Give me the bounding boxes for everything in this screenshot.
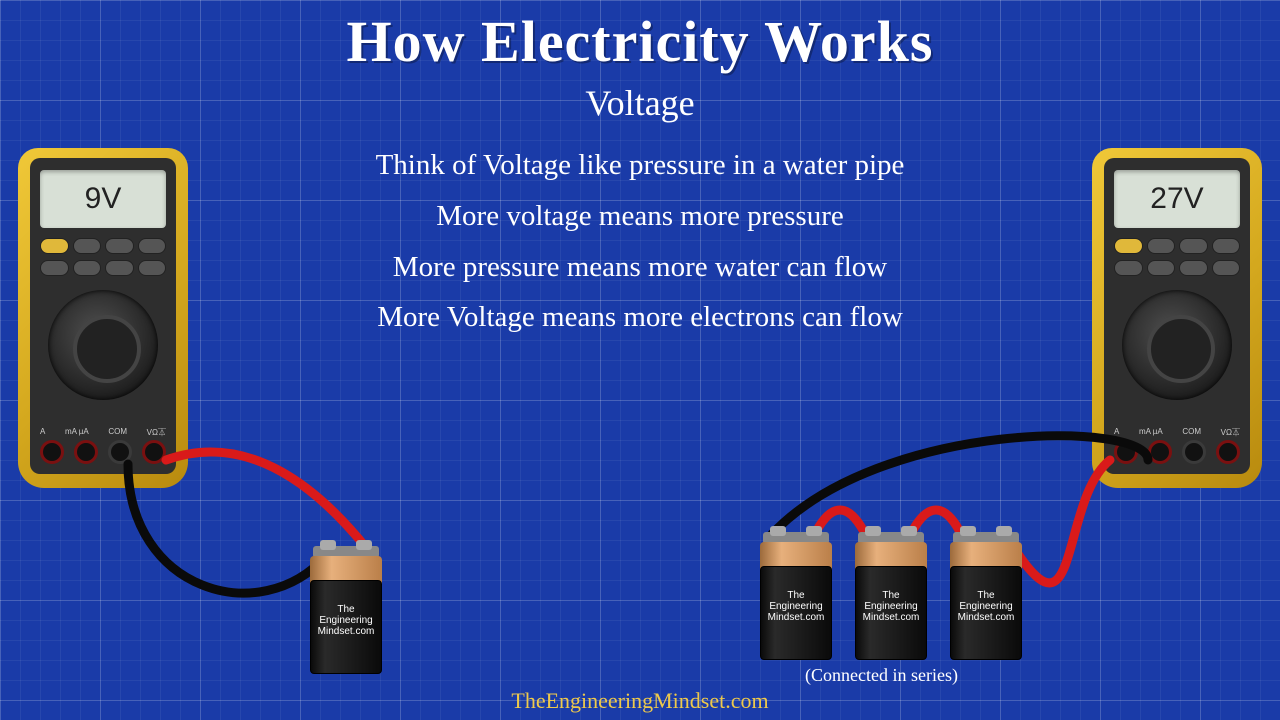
port-volt [1216,440,1240,464]
battery-9v: The Engineering Mindset.com [950,532,1022,660]
meter-button [40,238,69,254]
meter-button [1179,238,1208,254]
battery-9v: The Engineering Mindset.com [310,546,382,674]
battery-label: The Engineering Mindset.com [855,590,927,623]
probe-ports [40,440,166,464]
port-mamp [74,440,98,464]
label-line: Mindset.com [760,612,832,623]
battery-label: The Engineering Mindset.com [760,590,832,623]
bullet-item: More Voltage means more electrons can fl… [0,292,1280,343]
port-volt [142,440,166,464]
port-amp [1114,440,1138,464]
label-line: Mindset.com [310,626,382,637]
meter-button [1179,260,1208,276]
label-line: Engineering [950,601,1022,612]
meter-display: 9V [40,170,166,228]
battery-label: The Engineering Mindset.com [950,590,1022,623]
battery-terminal [960,526,976,536]
bullet-list: Think of Voltage like pressure in a wate… [0,140,1280,343]
port-label: VΩ⏄ [1221,427,1240,438]
page-title: How Electricity Works [0,8,1280,75]
series-caption: (Connected in series) [805,665,958,686]
bullet-item: More pressure means more water can flow [0,242,1280,293]
battery-terminal [356,540,372,550]
battery-terminal [320,540,336,550]
meter-button [105,238,134,254]
meter-button-row [1114,260,1240,276]
meter-button [73,238,102,254]
page-subtitle: Voltage [0,82,1280,124]
battery-label: The Engineering Mindset.com [310,604,382,637]
battery-9v: The Engineering Mindset.com [855,532,927,660]
multimeter-right: 27V A mA µA COM VΩ⏄ [1092,148,1262,488]
probe-ports [1114,440,1240,464]
label-line: Engineering [855,601,927,612]
bullet-item: Think of Voltage like pressure in a wate… [0,140,1280,191]
port-labels: A mA µA COM VΩ⏄ [40,427,166,438]
label-line: Engineering [760,601,832,612]
website-footer: TheEngineeringMindset.com [0,688,1280,714]
battery-terminal [996,526,1012,536]
port-label: mA µA [1139,427,1163,438]
label-line: The [310,604,382,615]
meter-button-row [40,260,166,276]
label-line: Mindset.com [855,612,927,623]
battery-terminal [770,526,786,536]
port-label: COM [1182,427,1201,438]
meter-button [105,260,134,276]
meter-button-row [1114,238,1240,254]
rotary-dial [48,290,158,400]
label-line: The [760,590,832,601]
port-label: COM [108,427,127,438]
bullet-item: More voltage means more pressure [0,191,1280,242]
label-line: Engineering [310,615,382,626]
port-amp [40,440,64,464]
multimeter-left: 9V A mA µA COM VΩ⏄ [18,148,188,488]
meter-button [1147,260,1176,276]
meter-button [1212,238,1241,254]
label-line: Mindset.com [950,612,1022,623]
meter-button [40,260,69,276]
meter-button [1114,238,1143,254]
port-label: mA µA [65,427,89,438]
battery-terminal [806,526,822,536]
port-com [1182,440,1206,464]
meter-button [138,260,167,276]
battery-terminal [901,526,917,536]
port-com [108,440,132,464]
port-mamp [1148,440,1172,464]
port-labels: A mA µA COM VΩ⏄ [1114,427,1240,438]
meter-button [1114,260,1143,276]
battery-terminal [865,526,881,536]
label-line: The [855,590,927,601]
battery-9v: The Engineering Mindset.com [760,532,832,660]
meter-button [73,260,102,276]
rotary-dial [1122,290,1232,400]
meter-display: 27V [1114,170,1240,228]
port-label: VΩ⏄ [147,427,166,438]
meter-button [1147,238,1176,254]
label-line: The [950,590,1022,601]
port-label: A [40,427,45,438]
port-label: A [1114,427,1119,438]
meter-button [1212,260,1241,276]
meter-button-row [40,238,166,254]
meter-button [138,238,167,254]
